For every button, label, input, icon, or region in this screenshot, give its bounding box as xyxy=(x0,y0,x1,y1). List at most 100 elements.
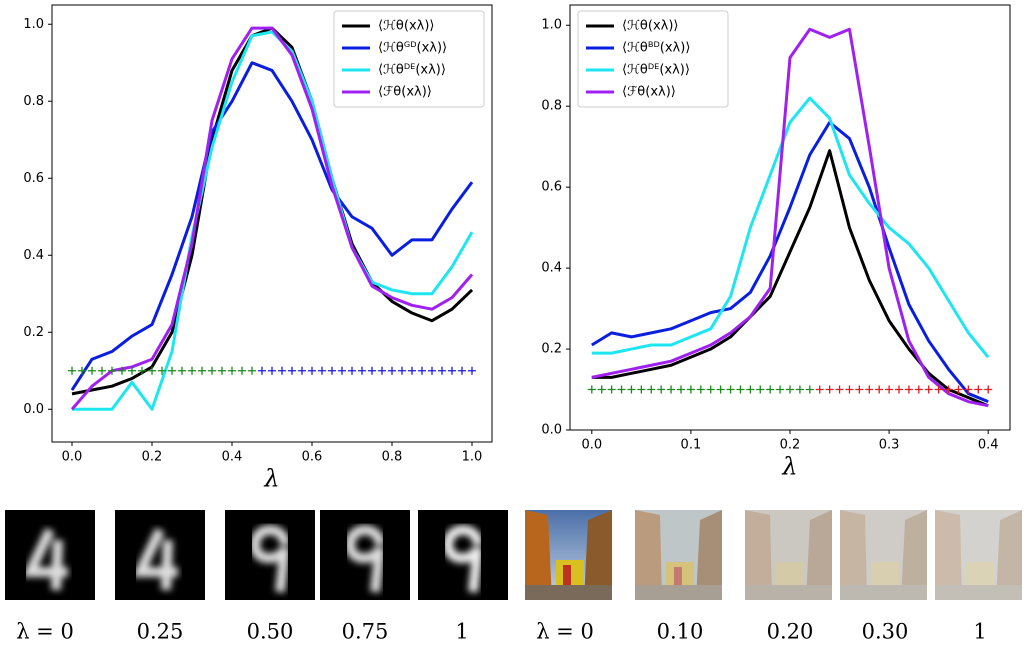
plus-marker xyxy=(835,385,844,394)
plus-marker xyxy=(756,385,765,394)
plus-marker xyxy=(706,385,715,394)
x-tick-label: 0.3 xyxy=(879,438,900,453)
plus-marker xyxy=(587,385,596,394)
data-line xyxy=(591,149,989,408)
x-tick-label: 0.4 xyxy=(978,438,999,453)
plus-marker xyxy=(248,366,256,375)
plus-marker xyxy=(208,366,216,375)
plus-marker xyxy=(228,366,236,375)
plus-marker xyxy=(128,366,136,375)
plus-marker xyxy=(68,366,76,375)
legend-label: ⟨ℋθ(xλ)⟩ xyxy=(378,19,434,34)
digit-stroke xyxy=(344,525,385,593)
y-tick-label: 0.2 xyxy=(541,342,562,357)
y-tick-label: 0.0 xyxy=(23,402,44,417)
plus-marker xyxy=(746,385,755,394)
plus-marker xyxy=(875,385,884,394)
plus-marker xyxy=(647,385,656,394)
plus-marker xyxy=(218,366,226,375)
plus-marker xyxy=(954,385,963,394)
plus-marker xyxy=(298,366,306,375)
image-caption: λ = 0 xyxy=(536,620,594,644)
plus-marker xyxy=(934,385,943,394)
plus-marker xyxy=(168,366,176,375)
data-line xyxy=(591,96,990,359)
legend-box xyxy=(577,10,729,108)
y-tick-label: 0.4 xyxy=(541,261,562,276)
y-tick-label: 0.6 xyxy=(541,180,562,195)
plus-marker xyxy=(198,366,206,375)
plus-marker xyxy=(924,385,933,394)
plus-marker xyxy=(158,366,166,375)
x-tick-label: 0.1 xyxy=(681,438,702,453)
plus-marker xyxy=(418,366,426,375)
plus-marker xyxy=(338,366,346,375)
plus-marker xyxy=(696,385,705,394)
plus-marker xyxy=(845,385,854,394)
plus-marker xyxy=(258,366,266,375)
data-line xyxy=(591,120,989,404)
y-tick-label: 0.0 xyxy=(541,423,562,438)
digit-stroke xyxy=(132,527,178,591)
x-tick-label: 0.6 xyxy=(302,450,323,465)
plus-marker xyxy=(786,385,794,394)
plus-marker xyxy=(178,366,186,375)
plus-marker xyxy=(148,366,156,375)
image-caption: 1 xyxy=(455,620,468,644)
plus-marker xyxy=(657,385,666,394)
y-tick-label: 0.2 xyxy=(23,325,44,340)
plus-marker xyxy=(885,385,894,394)
image-caption: 0.25 xyxy=(137,620,184,644)
street-images xyxy=(525,510,1022,600)
plus-marker xyxy=(815,385,824,394)
plus-marker xyxy=(865,385,874,394)
plus-marker xyxy=(438,366,446,375)
x-tick-label: 0.2 xyxy=(780,438,801,453)
plus-marker xyxy=(974,385,983,394)
x-tick-label: 0.0 xyxy=(581,438,602,453)
digit-stroke xyxy=(442,525,483,593)
plus-marker xyxy=(328,366,336,375)
plus-marker xyxy=(468,366,476,375)
plus-marker xyxy=(78,366,86,375)
digit-images xyxy=(5,510,508,600)
plus-marker xyxy=(667,385,676,394)
street-image xyxy=(745,510,832,600)
street-image xyxy=(935,510,1022,600)
plus-marker xyxy=(984,385,993,394)
legend-box xyxy=(333,10,485,108)
image-caption: 0.20 xyxy=(767,620,814,644)
digit-stroke xyxy=(22,527,68,591)
axes-frame xyxy=(51,4,493,443)
x-tick-label: 1.0 xyxy=(462,450,483,465)
image-caption: 1 xyxy=(973,620,986,644)
plus-marker xyxy=(408,366,416,375)
plus-marker xyxy=(805,385,814,394)
plus-marker xyxy=(458,366,466,375)
legend-label: ⟨ℱθ(xλ)⟩ xyxy=(378,85,432,100)
data-line xyxy=(70,26,474,411)
plus-marker xyxy=(736,385,745,394)
digit-image xyxy=(5,510,95,600)
plus-marker xyxy=(288,366,296,375)
plus-marker xyxy=(188,366,196,375)
street-image xyxy=(525,510,612,600)
y-tick-label: 0.6 xyxy=(23,171,44,186)
plus-marker xyxy=(278,366,286,375)
y-tick-label: 0.8 xyxy=(23,94,44,109)
plus-marker xyxy=(308,366,316,375)
digit-image xyxy=(115,510,205,600)
plus-marker xyxy=(378,366,386,375)
plus-marker xyxy=(238,366,246,375)
legend-label: ⟨ℋθᴰᴱ(xλ)⟩ xyxy=(622,63,690,78)
data-line xyxy=(72,30,474,411)
plus-marker xyxy=(388,366,396,375)
plus-marker xyxy=(676,385,685,394)
legend-label: ⟨ℋθᴳᴰ(xλ)⟩ xyxy=(378,41,447,56)
plus-marker xyxy=(895,385,904,394)
data-line xyxy=(591,27,989,408)
plus-marker xyxy=(617,385,626,394)
legend: ⟨ℋθ(xλ)⟩ ⟨ℋθᴮᴰ(xλ)⟩ ⟨ℋθᴰᴱ(xλ)⟩ ⟨ℱθ(xλ)⟩ xyxy=(577,10,729,108)
plus-marker xyxy=(138,366,146,375)
